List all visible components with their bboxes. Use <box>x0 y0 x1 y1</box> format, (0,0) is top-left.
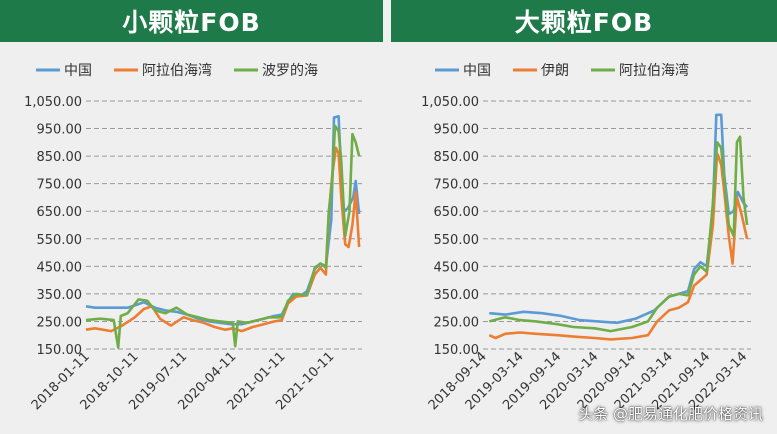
legend-label-0: 中国 <box>463 63 491 79</box>
y-tick-label: 550.00 <box>37 233 83 248</box>
y-tick-label: 850.00 <box>434 150 480 165</box>
chart-title-small-granular: 小颗粒FOB <box>0 0 383 42</box>
y-tick-label: 650.00 <box>434 205 480 220</box>
legend-label-1: 伊朗 <box>541 63 569 79</box>
y-tick-label: 150.00 <box>37 343 83 358</box>
chart-small-granular-fob: 1,050.00 950.00 850.00 750.00 650.00 550.00 45… <box>24 62 362 413</box>
legend-label-2: 阿拉伯海湾 <box>619 62 689 79</box>
y-tick-label: 750.00 <box>434 178 480 193</box>
y-tick-label: 550.00 <box>434 233 480 248</box>
y-tick-label: 750.00 <box>37 178 83 193</box>
y-tick-label: 350.00 <box>37 288 83 303</box>
y-tick-label: 650.00 <box>37 205 83 220</box>
y-tick-label: 150.00 <box>434 343 480 358</box>
y-tick-label: 450.00 <box>434 260 480 275</box>
y-tick-label: 950.00 <box>434 123 480 138</box>
y-tick-label: 850.00 <box>37 150 83 165</box>
y-tick-label: 350.00 <box>434 288 480 303</box>
y-tick-label: 250.00 <box>37 315 83 330</box>
watermark-text: 头条 @肥易通化肥价格资讯 <box>578 405 763 423</box>
series-line-0 <box>85 114 361 326</box>
y-tick-label: 1,050.00 <box>24 95 82 110</box>
legend-label-1: 阿拉伯海湾 <box>142 62 212 79</box>
legend-label-0: 中国 <box>64 63 92 79</box>
series-line-2 <box>488 135 749 333</box>
legend-label-2: 波罗的海 <box>262 63 318 79</box>
y-tick-label: 950.00 <box>37 123 83 138</box>
y-tick-label: 1,050.00 <box>421 95 479 110</box>
series-line-1 <box>85 146 361 333</box>
y-tick-label: 450.00 <box>37 260 83 275</box>
series-line-2 <box>85 124 361 349</box>
chart-large-granular-fob: 1,050.00 950.00 850.00 750.00 650.00 550.00 45… <box>421 62 751 413</box>
series-line-0 <box>489 113 749 325</box>
y-tick-label: 250.00 <box>434 315 480 330</box>
chart-title-large-granular: 大颗粒FOB <box>391 0 777 42</box>
title-gutter <box>383 0 391 42</box>
